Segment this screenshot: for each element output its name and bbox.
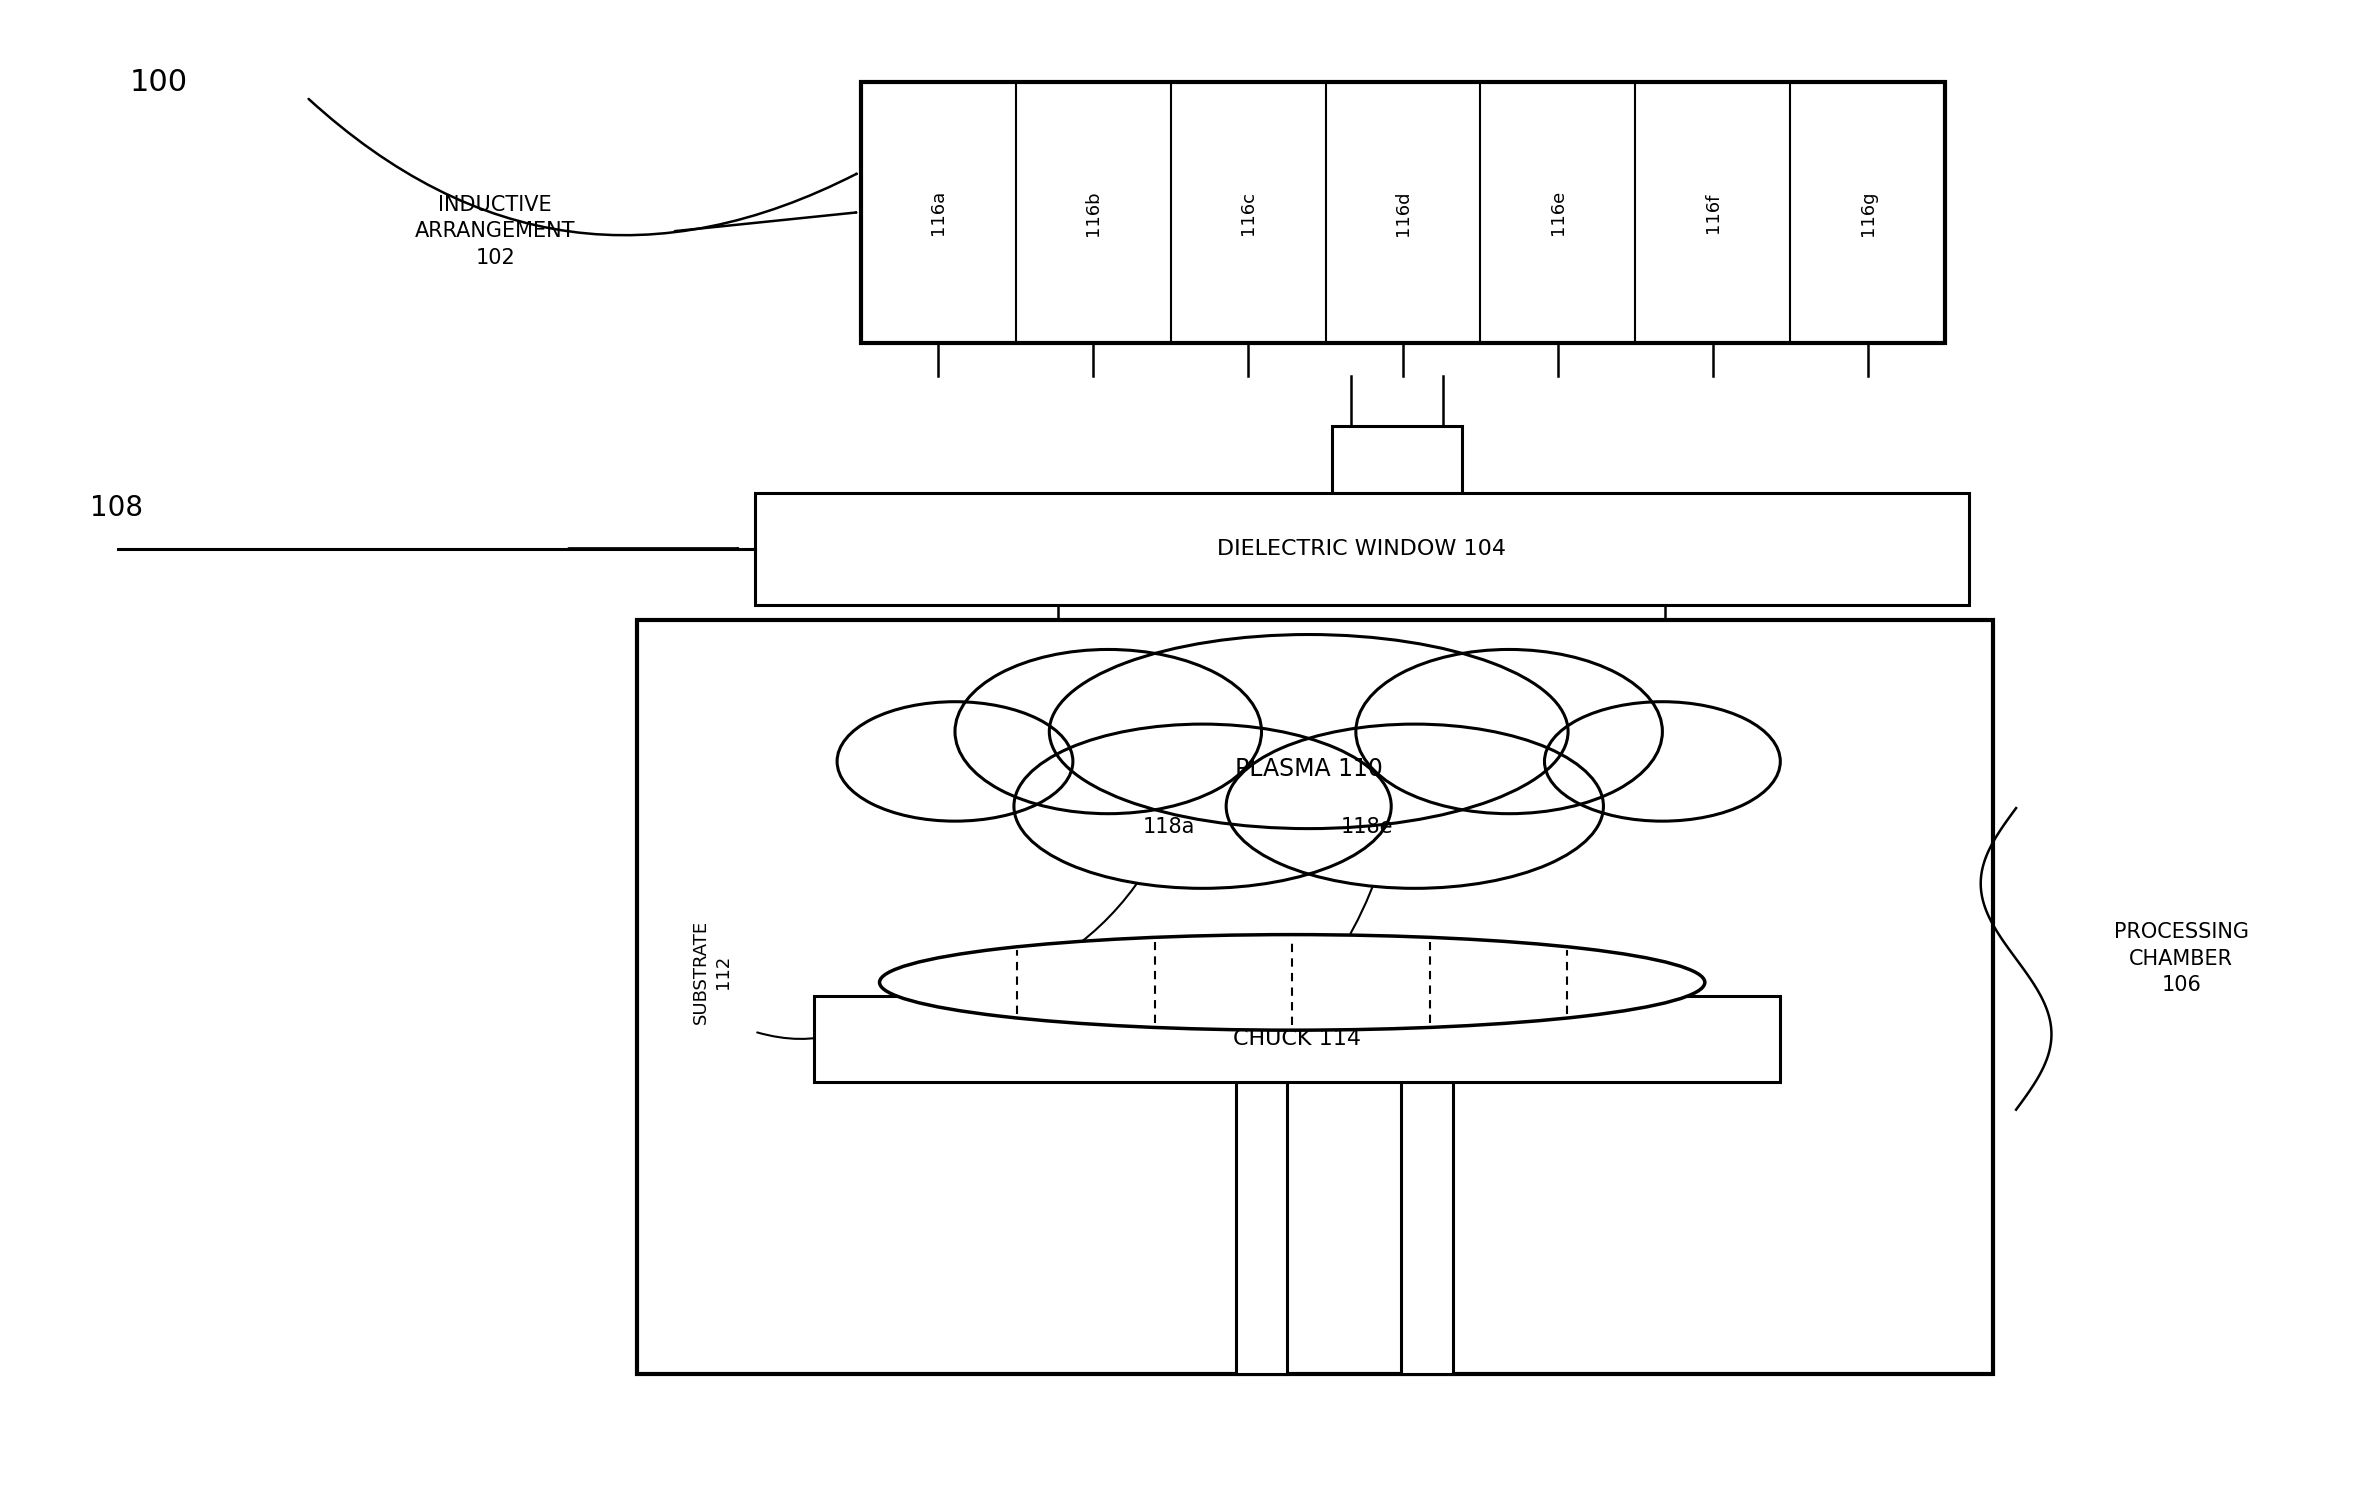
Ellipse shape xyxy=(1049,635,1568,829)
Text: SUBSTRATE
112: SUBSTRATE 112 xyxy=(691,920,733,1024)
Text: 116a: 116a xyxy=(929,190,948,236)
Text: 100: 100 xyxy=(130,67,189,97)
Ellipse shape xyxy=(1356,649,1662,814)
Bar xyxy=(1332,426,1462,493)
Bar xyxy=(1401,1082,1453,1374)
Text: 108: 108 xyxy=(90,494,141,523)
Text: 116d: 116d xyxy=(1394,190,1412,236)
Ellipse shape xyxy=(837,702,1073,821)
Text: 116e: 116e xyxy=(1549,190,1568,236)
Bar xyxy=(814,996,1780,1082)
Bar xyxy=(755,493,1969,605)
Text: PROCESSING
CHAMBER
106: PROCESSING CHAMBER 106 xyxy=(2113,923,2250,996)
Bar xyxy=(1236,1082,1287,1374)
Text: 118e: 118e xyxy=(1339,817,1394,838)
Text: DIELECTRIC WINDOW 104: DIELECTRIC WINDOW 104 xyxy=(1217,539,1507,558)
Ellipse shape xyxy=(955,649,1262,814)
Ellipse shape xyxy=(1226,724,1603,888)
Text: 116c: 116c xyxy=(1238,191,1257,234)
Text: 116b: 116b xyxy=(1085,190,1101,236)
Ellipse shape xyxy=(880,935,1705,1030)
Ellipse shape xyxy=(1544,702,1780,821)
Text: 116g: 116g xyxy=(1858,190,1877,236)
Ellipse shape xyxy=(1014,724,1391,888)
Bar xyxy=(637,620,1993,1374)
Text: CHUCK 114: CHUCK 114 xyxy=(1233,1029,1361,1050)
Text: INDUCTIVE
ARRANGEMENT
102: INDUCTIVE ARRANGEMENT 102 xyxy=(415,196,575,267)
Text: 116f: 116f xyxy=(1705,193,1721,233)
Text: PLASMA 110: PLASMA 110 xyxy=(1236,757,1382,781)
Text: 118a: 118a xyxy=(1141,817,1196,838)
Bar xyxy=(861,82,1945,343)
